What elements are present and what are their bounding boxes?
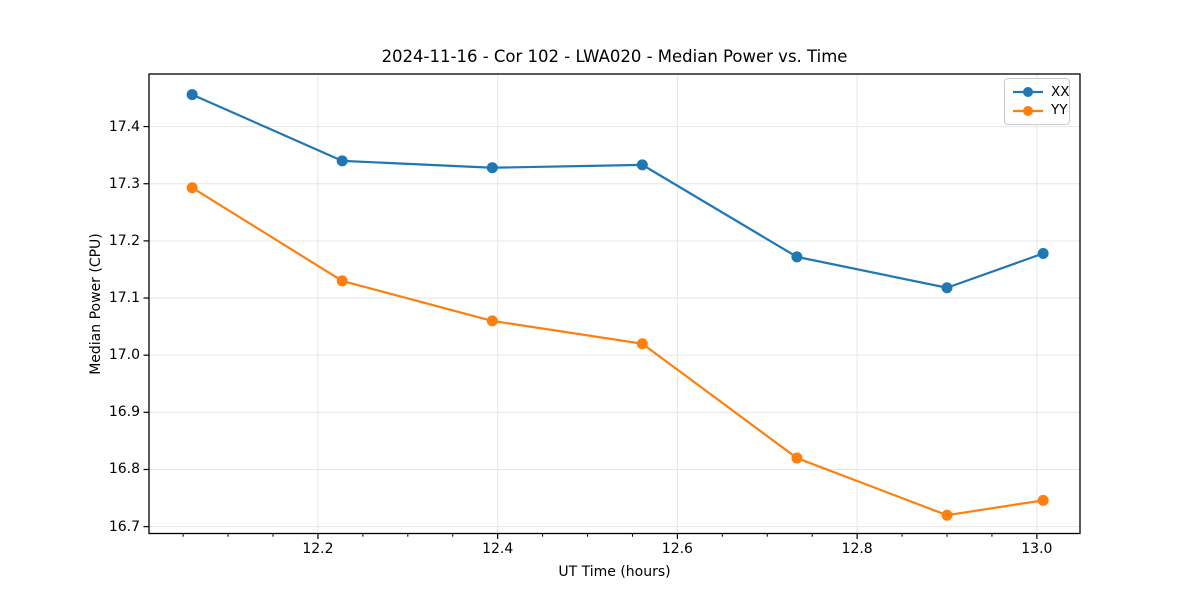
data-point-yy xyxy=(941,509,953,521)
legend-sample-xx xyxy=(1013,87,1043,98)
data-point-yy xyxy=(486,315,498,327)
series-line-yy xyxy=(191,186,1045,517)
y-tick-label: 17.4 xyxy=(108,118,140,135)
data-point-yy xyxy=(636,338,648,350)
y-tick-label: 17.3 xyxy=(108,175,140,192)
y-tick-label: 17.2 xyxy=(108,232,140,249)
legend-label: YY xyxy=(1051,102,1068,119)
y-tick-label: 16.7 xyxy=(108,518,140,535)
x-tick-label: 12.4 xyxy=(482,541,514,557)
data-point-xx xyxy=(1037,247,1049,259)
data-point-yy xyxy=(336,275,348,287)
y-tick-label: 17.1 xyxy=(108,290,140,307)
data-point-xx xyxy=(336,155,348,167)
x-tick-label: 12.6 xyxy=(661,541,693,557)
data-point-xx xyxy=(636,159,648,171)
y-tick-label: 16.9 xyxy=(108,404,140,421)
legend-item-xx: XX xyxy=(1012,83,1070,102)
y-tick-label: 17.0 xyxy=(108,347,140,364)
legend: XX YY xyxy=(1004,78,1070,125)
plot-border xyxy=(148,73,1081,535)
x-axis-label: UT Time (hours) xyxy=(558,564,671,580)
data-point-yy xyxy=(186,182,198,194)
x-tick-label: 12.8 xyxy=(841,541,873,557)
data-point-xx xyxy=(186,89,198,101)
legend-sample-yy xyxy=(1013,105,1043,116)
x-tick-label: 13.0 xyxy=(1021,541,1053,557)
y-tick-label: 16.8 xyxy=(108,461,140,478)
data-point-xx xyxy=(941,282,953,294)
series-line-xx xyxy=(191,93,1045,289)
legend-item-yy: YY xyxy=(1012,102,1068,121)
data-point-yy xyxy=(1037,494,1049,506)
legend-label: XX xyxy=(1051,83,1070,100)
data-point-xx xyxy=(791,251,803,263)
chart-title: 2024-11-16 - Cor 102 - LWA020 - Median P… xyxy=(381,47,848,66)
data-point-xx xyxy=(486,162,498,174)
x-tick-label: 12.2 xyxy=(302,541,334,557)
data-point-yy xyxy=(791,452,803,464)
